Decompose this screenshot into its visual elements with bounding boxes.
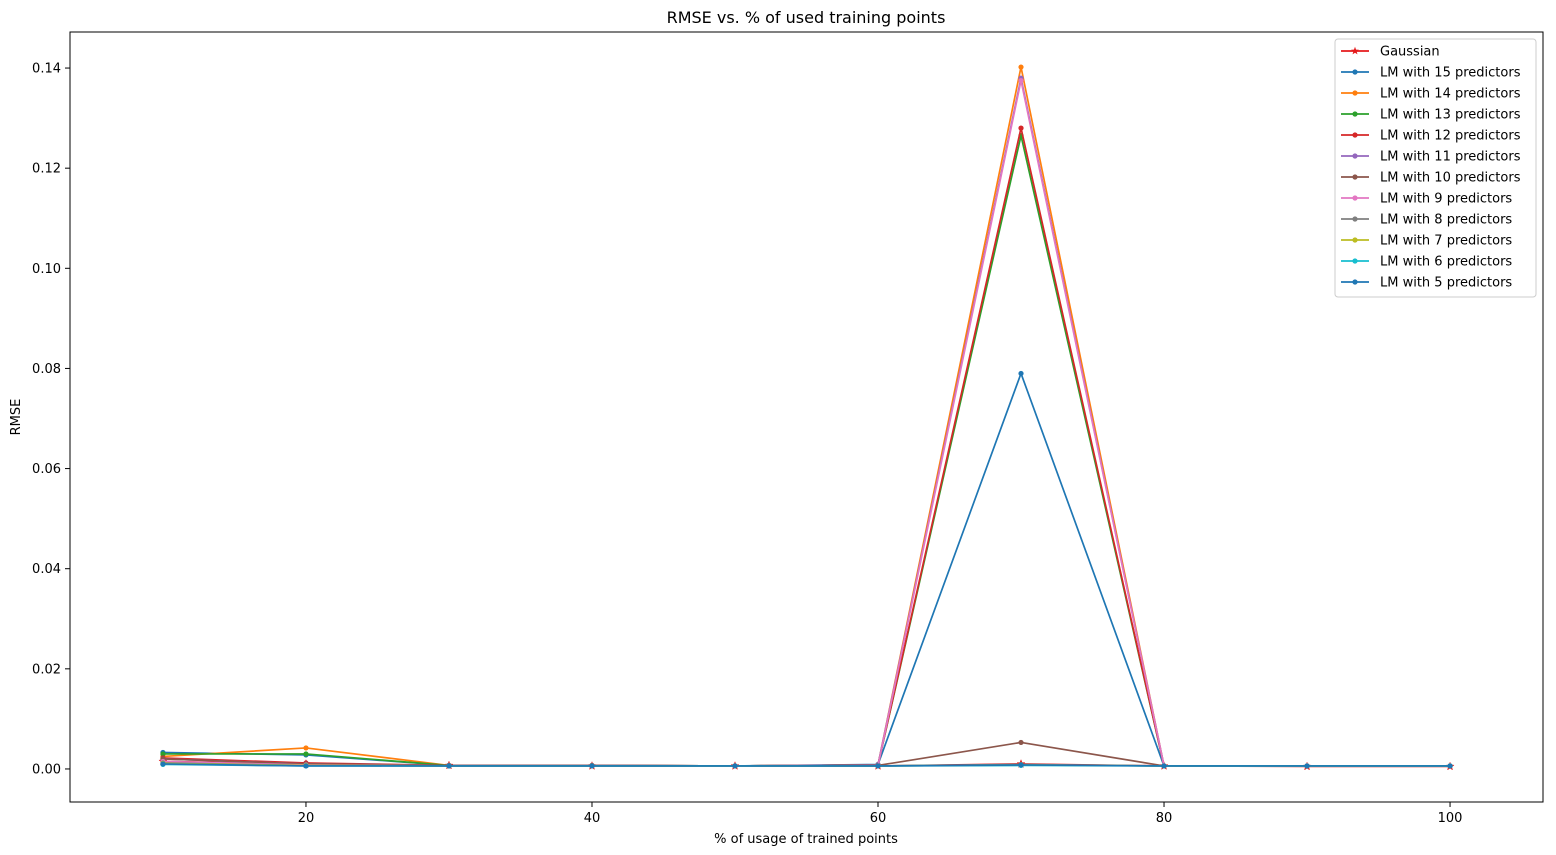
series-lm-12-predictors [160, 125, 1453, 769]
legend-swatch-marker [1352, 153, 1358, 159]
series-lm-15-predictors [160, 370, 1453, 769]
x-axis: 20 40 60 80 100 [298, 802, 1463, 826]
legend-label: LM with 10 predictors [1380, 171, 1521, 186]
series-layer [158, 64, 1455, 771]
y-axis-label: RMSE [9, 399, 24, 436]
x-tick-label: 40 [584, 811, 601, 826]
legend-item: LM with 5 predictors [1341, 276, 1512, 291]
legend-item: LM with 11 predictors [1341, 150, 1521, 165]
data-point [1018, 762, 1024, 768]
data-point [1018, 77, 1024, 84]
data-point [160, 761, 166, 767]
legend-swatch-marker [1352, 69, 1358, 75]
data-point [303, 751, 309, 757]
y-tick-label: 0.04 [32, 562, 61, 577]
legend-item: LM with 9 predictors [1341, 192, 1512, 207]
series-lm-9-predictors [160, 77, 1453, 769]
legend-swatch-marker [1352, 132, 1358, 138]
legend-item: LM with 6 predictors [1341, 255, 1512, 270]
series-lm-11-predictors [160, 75, 1453, 769]
series-line [162, 763, 1451, 767]
legend-label: LM with 9 predictors [1380, 192, 1512, 207]
legend-label: LM with 13 predictors [1380, 108, 1521, 123]
data-point [1161, 763, 1167, 769]
series-line [162, 79, 1451, 767]
y-tick-label: 0.14 [32, 62, 61, 77]
data-point [1304, 763, 1310, 769]
data-point [1018, 739, 1024, 746]
series-lm-5-predictors [160, 761, 1453, 769]
plot-frame [69, 31, 1544, 803]
legend-label: Gaussian [1380, 45, 1440, 60]
x-tick-label: 60 [870, 811, 887, 826]
data-point [1018, 64, 1024, 70]
data-point [446, 763, 452, 769]
x-tick-label: 20 [298, 811, 315, 826]
legend: Gaussian LM with 15 predictors LM with 14 … [1334, 38, 1537, 298]
legend-swatch-marker [1352, 258, 1358, 264]
legend-label: LM with 8 predictors [1380, 213, 1512, 228]
legend-label: LM with 7 predictors [1380, 234, 1512, 249]
data-point [589, 763, 595, 769]
data-point [303, 763, 309, 769]
series-lm-14-predictors [160, 64, 1453, 769]
data-point [732, 763, 738, 769]
x-axis-label: % of usage of trained points [714, 832, 898, 847]
legend-box [1334, 38, 1537, 298]
legend-item: Gaussian [1341, 45, 1440, 60]
legend-label: LM with 11 predictors [1380, 150, 1521, 165]
y-tick-label: 0.06 [32, 462, 61, 477]
legend-item: LM with 14 predictors [1341, 87, 1521, 102]
legend-label: LM with 14 predictors [1380, 87, 1521, 102]
y-tick-label: 0.10 [32, 262, 61, 277]
legend-swatch-marker [1352, 174, 1358, 180]
chart-title: RMSE vs. % of used training points [667, 8, 946, 27]
legend-item: LM with 13 predictors [1341, 108, 1521, 123]
data-point [875, 763, 881, 769]
legend-label: LM with 6 predictors [1380, 255, 1512, 270]
legend-item: LM with 8 predictors [1341, 213, 1512, 228]
legend-label: LM with 5 predictors [1380, 276, 1512, 291]
legend-swatch-marker [1352, 279, 1358, 285]
legend-item: LM with 15 predictors [1341, 66, 1521, 81]
legend-swatch-marker [1352, 111, 1358, 117]
data-point [1018, 125, 1024, 131]
legend-swatch-marker [1352, 195, 1358, 201]
y-tick-label: 0.12 [32, 162, 61, 177]
series-line [162, 66, 1451, 767]
legend-item: LM with 12 predictors [1341, 129, 1521, 144]
y-tick-label: 0.08 [32, 362, 61, 377]
series-line [162, 372, 1451, 767]
data-point [160, 751, 166, 757]
data-point [1447, 763, 1453, 769]
x-tick-label: 80 [1156, 811, 1173, 826]
series-line [162, 134, 1451, 767]
legend-label: LM with 15 predictors [1380, 66, 1521, 81]
y-tick-label: 0.02 [32, 662, 61, 677]
legend-swatch-marker [1352, 237, 1358, 243]
y-tick-label: 0.00 [32, 762, 61, 777]
series-line [162, 77, 1451, 767]
data-point [303, 745, 309, 751]
legend-item: LM with 10 predictors [1341, 171, 1521, 186]
legend-swatch-marker [1352, 216, 1358, 222]
legend-item: LM with 7 predictors [1341, 234, 1512, 249]
legend-swatch-marker [1351, 46, 1359, 55]
legend-swatch-marker [1352, 90, 1358, 96]
series-lm-13-predictors [160, 133, 1453, 769]
data-point [1018, 370, 1024, 377]
legend-label: LM with 12 predictors [1380, 129, 1521, 144]
x-tick-label: 100 [1438, 811, 1463, 826]
y-axis: 0.00 0.02 0.04 0.06 0.08 0.10 0.12 0.14 [32, 62, 70, 777]
series-line [162, 127, 1451, 767]
